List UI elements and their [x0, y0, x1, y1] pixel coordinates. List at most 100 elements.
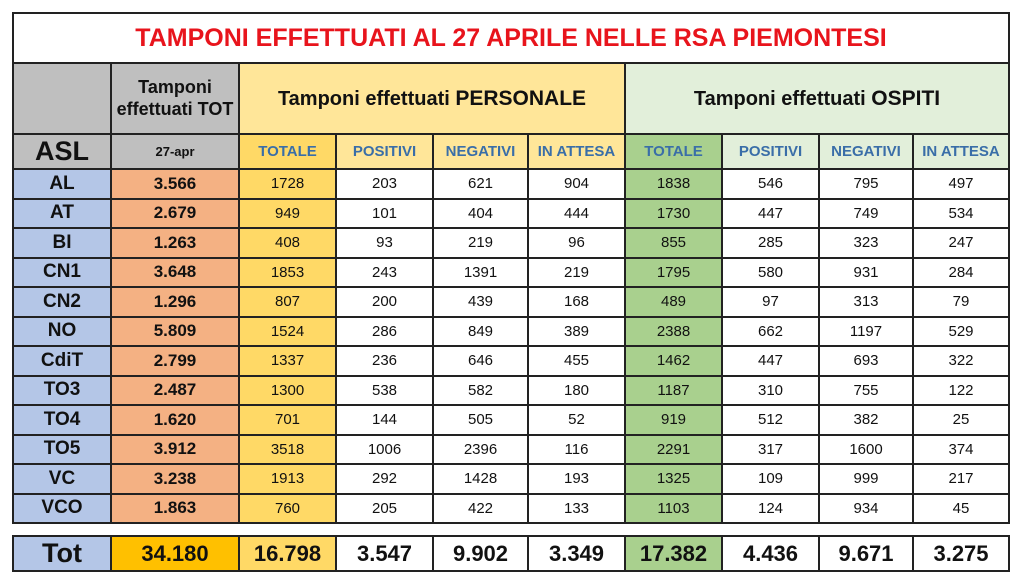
value-cell: 1391	[432, 256, 529, 288]
value-cell: 538	[335, 374, 434, 406]
value-cell: 25	[912, 404, 1010, 436]
asl-cell: AT	[12, 197, 112, 229]
column-header: NEGATIVI	[818, 133, 914, 170]
value-cell: 534	[912, 197, 1010, 229]
value-cell: 243	[335, 256, 434, 288]
value-cell: 101	[335, 197, 434, 229]
asl-cell: CN2	[12, 286, 112, 318]
value-cell: 116	[527, 433, 626, 465]
value-cell: 439	[432, 286, 529, 318]
value-cell: 621	[432, 168, 529, 200]
value-cell: 1795	[624, 256, 723, 288]
value-cell: 97	[721, 286, 820, 318]
value-cell: 580	[721, 256, 820, 288]
value-cell: 497	[912, 168, 1010, 200]
table-row: CdiT 2.799 1337 236 646 455 1462 447 693 322	[12, 345, 1010, 377]
value-cell: 1.620	[110, 404, 240, 436]
value-cell: 389	[527, 315, 626, 347]
value-cell: 512	[721, 404, 820, 436]
asl-cell: TO4	[12, 404, 112, 436]
value-cell: 5.809	[110, 315, 240, 347]
asl-cell: CdiT	[12, 345, 112, 377]
asl-cell: TO3	[12, 374, 112, 406]
value-cell: 217	[912, 463, 1010, 495]
value-cell: 455	[527, 345, 626, 377]
value-cell: 3.238	[110, 463, 240, 495]
value-cell: 122	[912, 374, 1010, 406]
value-cell: 3.912	[110, 433, 240, 465]
value-cell: 317	[721, 433, 820, 465]
value-cell: 2388	[624, 315, 723, 347]
value-cell: 693	[818, 345, 914, 377]
asl-cell: BI	[12, 227, 112, 259]
value-cell: 193	[527, 463, 626, 495]
asl-cell: CN1	[12, 256, 112, 288]
value-cell: 999	[818, 463, 914, 495]
value-cell: 2396	[432, 433, 529, 465]
asl-cell: VC	[12, 463, 112, 495]
table-row: NO 5.809 1524 286 849 389 2388 662 1197 529	[12, 315, 1010, 347]
value-cell: 109	[721, 463, 820, 495]
value-cell: 292	[335, 463, 434, 495]
table-row: VC 3.238 1913 292 1428 193 1325 109 999 217	[12, 463, 1010, 495]
asl-cell: VCO	[12, 492, 112, 524]
total-cell: 9.671	[818, 535, 914, 572]
value-cell: 374	[912, 433, 1010, 465]
value-cell: 52	[527, 404, 626, 436]
value-cell: 3.566	[110, 168, 240, 200]
value-cell: 96	[527, 227, 626, 259]
ospiti-header: Tamponi effettuati OSPITI	[624, 62, 1010, 135]
value-cell: 45	[912, 492, 1010, 524]
table-row: TO5 3.912 3518 1006 2396 116 2291 317 1600 374	[12, 433, 1010, 465]
value-cell: 3.648	[110, 256, 240, 288]
value-cell: 646	[432, 345, 529, 377]
value-cell: 219	[432, 227, 529, 259]
value-cell: 546	[721, 168, 820, 200]
table-row: TO3 2.487 1300 538 582 180 1187 310 755 122	[12, 374, 1010, 406]
value-cell: 382	[818, 404, 914, 436]
value-cell: 1197	[818, 315, 914, 347]
value-cell: 1730	[624, 197, 723, 229]
value-cell: 200	[335, 286, 434, 318]
value-cell: 93	[335, 227, 434, 259]
value-cell: 444	[527, 197, 626, 229]
column-header: POSITIVI	[721, 133, 820, 170]
value-cell: 505	[432, 404, 529, 436]
value-cell: 1103	[624, 492, 723, 524]
value-cell: 133	[527, 492, 626, 524]
total-cell: 9.902	[432, 535, 529, 572]
total-cell: 3.547	[335, 535, 434, 572]
value-cell: 1.263	[110, 227, 240, 259]
value-cell: 662	[721, 315, 820, 347]
rsa-table: TAMPONI EFFETTUATI AL 27 APRILE NELLE RS…	[12, 12, 1010, 524]
value-cell: 934	[818, 492, 914, 524]
value-cell: 1913	[238, 463, 337, 495]
table-row: CN2 1.296 807 200 439 168 489 97 313 79	[12, 286, 1010, 318]
value-cell: 168	[527, 286, 626, 318]
value-cell: 949	[238, 197, 337, 229]
value-cell: 1428	[432, 463, 529, 495]
value-cell: 1187	[624, 374, 723, 406]
total-cell: 3.275	[912, 535, 1010, 572]
value-cell: 180	[527, 374, 626, 406]
value-cell: 322	[912, 345, 1010, 377]
table-title: TAMPONI EFFETTUATI AL 27 APRILE NELLE RS…	[12, 12, 1010, 64]
value-cell: 1600	[818, 433, 914, 465]
value-cell: 1838	[624, 168, 723, 200]
table-row: BI 1.263 408 93 219 96 855 285 323 247	[12, 227, 1010, 259]
table-row: AL 3.566 1728 203 621 904 1838 546 795 497	[12, 168, 1010, 200]
asl-cell: TO5	[12, 433, 112, 465]
table-row: TO4 1.620 701 144 505 52 919 512 382 25	[12, 404, 1010, 436]
value-cell: 529	[912, 315, 1010, 347]
value-cell: 236	[335, 345, 434, 377]
value-cell: 205	[335, 492, 434, 524]
column-header: NEGATIVI	[432, 133, 529, 170]
asl-header: ASL	[12, 133, 112, 170]
value-cell: 219	[527, 256, 626, 288]
value-cell: 1325	[624, 463, 723, 495]
value-cell: 760	[238, 492, 337, 524]
value-cell: 489	[624, 286, 723, 318]
column-header: IN ATTESA	[527, 133, 626, 170]
value-cell: 1.863	[110, 492, 240, 524]
tot-header: Tamponi effettuati TOT	[110, 62, 240, 135]
